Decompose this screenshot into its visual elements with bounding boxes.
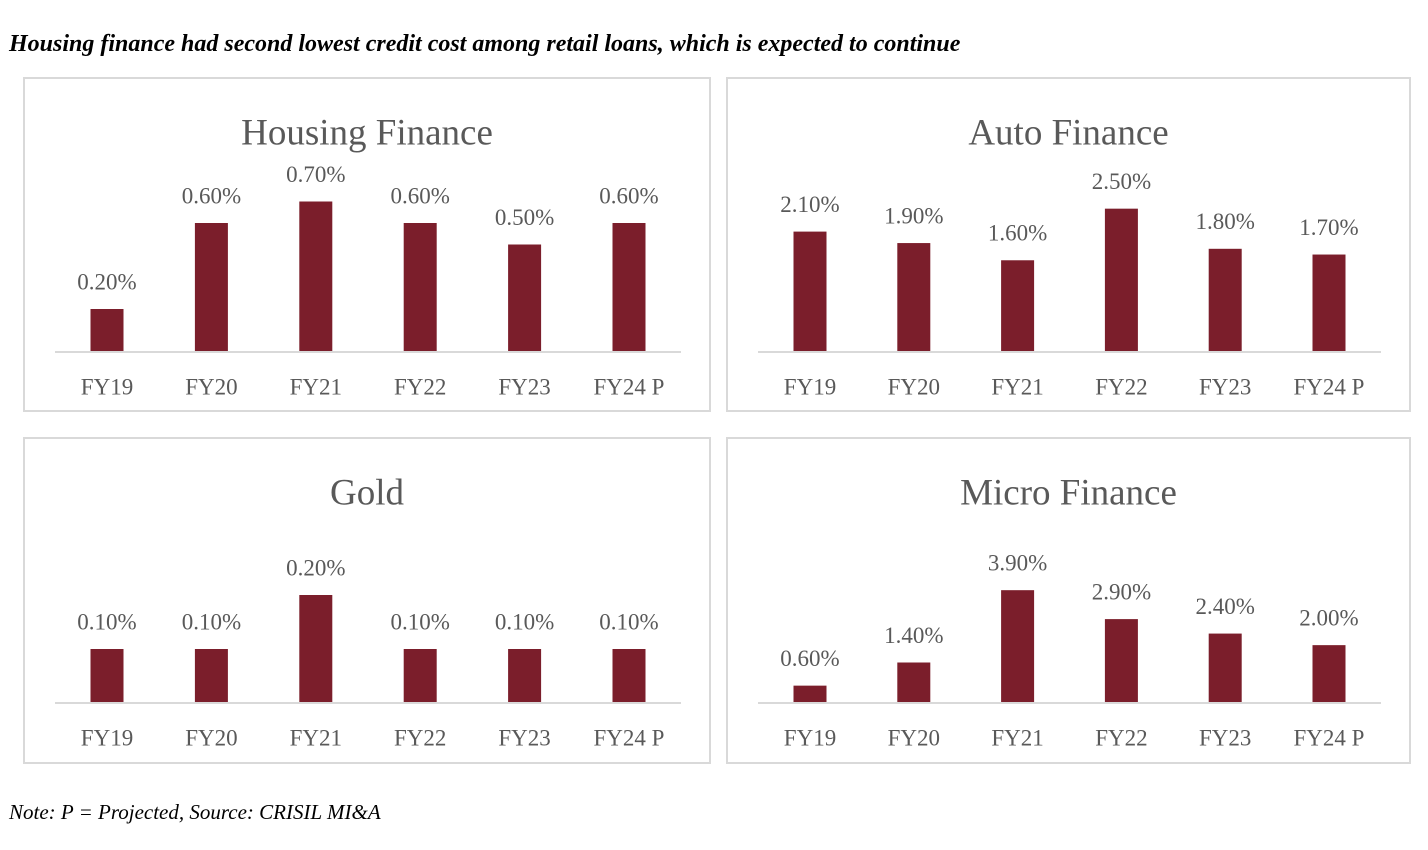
housing-finance-data-label-fy19: 0.20% (77, 269, 136, 294)
housing-finance-data-label-fy24-p: 0.60% (599, 183, 658, 208)
micro-finance-bar-fy22 (1104, 619, 1138, 703)
gold-data-label-fy21: 0.20% (286, 555, 345, 580)
gold-chart-panel: Gold 0.10% FY19 0.10% FY20 0.20% FY21 0.10% FY22… (23, 437, 711, 764)
micro-finance-data-label-fy22: 2.90% (1092, 579, 1151, 604)
auto-finance-data-label-fy22: 2.50% (1092, 169, 1151, 194)
auto-finance-bar-fy23 (1208, 248, 1242, 352)
gold-category-label-fy21: FY21 (290, 725, 342, 750)
housing-finance-bar-fy21 (299, 201, 333, 352)
gold-bar-fy22 (403, 649, 437, 703)
micro-finance-category-label-fy21: FY21 (991, 725, 1043, 750)
gold-chart-title: Gold (330, 472, 405, 513)
gold-category-label-fy22: FY22 (394, 725, 446, 750)
housing-finance-chart: Housing Finance 0.20% FY19 0.60% FY20 0.70% FY… (55, 112, 681, 399)
auto-finance-chart-title: Auto Finance (968, 112, 1168, 153)
auto-finance-bar-fy20 (897, 243, 931, 352)
housing-finance-bar-fy20 (194, 223, 228, 352)
gold-data-label-fy23: 0.10% (495, 609, 554, 634)
micro-finance-data-label-fy19: 0.60% (780, 646, 839, 671)
micro-finance-data-label-fy20: 1.40% (884, 623, 943, 648)
auto-finance-chart: Auto Finance 2.10% FY19 1.90% FY20 1.60% FY21 2… (758, 112, 1381, 399)
housing-finance-category-label-fy23: FY23 (498, 374, 550, 399)
housing-finance-category-label-fy20: FY20 (185, 374, 237, 399)
micro-finance-category-label-fy20: FY20 (888, 725, 940, 750)
micro-finance-chart: Micro Finance 0.60% FY19 1.40% FY20 3.90% FY21… (758, 472, 1381, 750)
gold-bar-fy20 (194, 649, 228, 703)
housing-finance-data-label-fy22: 0.60% (390, 183, 449, 208)
gold-bar-fy21 (299, 595, 333, 703)
auto-finance-category-label-fy20: FY20 (888, 374, 940, 399)
housing-finance-chart-title: Housing Finance (241, 112, 493, 153)
gold-data-label-fy22: 0.10% (390, 609, 449, 634)
micro-finance-chart-panel: Micro Finance 0.60% FY19 1.40% FY20 3.90% FY21… (726, 437, 1411, 764)
gold-data-label-fy20: 0.10% (182, 609, 241, 634)
housing-finance-data-label-fy23: 0.50% (495, 205, 554, 230)
housing-finance-bar-fy23 (508, 244, 542, 352)
micro-finance-data-label-fy24-p: 2.00% (1299, 605, 1358, 630)
gold-category-label-fy23: FY23 (498, 725, 550, 750)
auto-finance-bar-fy24-p (1312, 254, 1346, 352)
auto-finance-data-label-fy21: 1.60% (988, 221, 1047, 246)
auto-finance-data-label-fy23: 1.80% (1195, 209, 1254, 234)
gold-bar-fy24-p (612, 649, 646, 703)
figure-heading: Housing finance had second lowest credit… (9, 31, 961, 57)
housing-finance-chart-panel: Housing Finance 0.20% FY19 0.60% FY20 0.70% FY… (23, 77, 711, 412)
auto-finance-bar-fy22 (1104, 208, 1138, 352)
housing-finance-bar-fy19 (90, 309, 124, 352)
gold-category-label-fy20: FY20 (185, 725, 237, 750)
housing-finance-category-label-fy21: FY21 (290, 374, 342, 399)
micro-finance-category-label-fy19: FY19 (784, 725, 836, 750)
gold-data-label-fy24-p: 0.10% (599, 609, 658, 634)
auto-finance-category-label-fy21: FY21 (991, 374, 1043, 399)
micro-finance-bar-fy20 (897, 662, 931, 703)
gold-category-label-fy24-p: FY24 P (594, 725, 665, 750)
auto-finance-category-label-fy22: FY22 (1095, 374, 1147, 399)
micro-finance-chart-title: Micro Finance (960, 472, 1177, 513)
micro-finance-bar-fy24-p (1312, 645, 1346, 703)
gold-bar-fy19 (90, 649, 124, 703)
micro-finance-data-label-fy23: 2.40% (1195, 594, 1254, 619)
gold-bar-fy23 (508, 649, 542, 703)
housing-finance-data-label-fy21: 0.70% (286, 162, 345, 187)
auto-finance-data-label-fy20: 1.90% (884, 203, 943, 228)
housing-finance-bar-fy24-p (612, 223, 646, 352)
auto-finance-bar-fy19 (793, 231, 827, 352)
auto-finance-data-label-fy24-p: 1.70% (1299, 215, 1358, 240)
gold-category-label-fy19: FY19 (81, 725, 133, 750)
auto-finance-chart-panel: Auto Finance 2.10% FY19 1.90% FY20 1.60% FY21 2… (726, 77, 1411, 412)
housing-finance-category-label-fy22: FY22 (394, 374, 446, 399)
housing-finance-bar-fy22 (403, 223, 437, 352)
micro-finance-bar-fy21 (1001, 590, 1035, 703)
auto-finance-category-label-fy19: FY19 (784, 374, 836, 399)
auto-finance-data-label-fy19: 2.10% (780, 192, 839, 217)
micro-finance-category-label-fy24-p: FY24 P (1294, 725, 1365, 750)
housing-finance-category-label-fy24-p: FY24 P (594, 374, 665, 399)
source-note: Note: P = Projected, Source: CRISIL MI&A (9, 800, 381, 824)
gold-data-label-fy19: 0.10% (77, 609, 136, 634)
auto-finance-category-label-fy24-p: FY24 P (1294, 374, 1365, 399)
housing-finance-data-label-fy20: 0.60% (182, 183, 241, 208)
auto-finance-category-label-fy23: FY23 (1199, 374, 1251, 399)
micro-finance-data-label-fy21: 3.90% (988, 550, 1047, 575)
gold-chart: Gold 0.10% FY19 0.10% FY20 0.20% FY21 0.10% FY22… (55, 472, 681, 750)
micro-finance-bar-fy19 (793, 685, 827, 703)
micro-finance-category-label-fy22: FY22 (1095, 725, 1147, 750)
micro-finance-bar-fy23 (1208, 633, 1242, 703)
micro-finance-category-label-fy23: FY23 (1199, 725, 1251, 750)
auto-finance-bar-fy21 (1001, 260, 1035, 352)
housing-finance-category-label-fy19: FY19 (81, 374, 133, 399)
